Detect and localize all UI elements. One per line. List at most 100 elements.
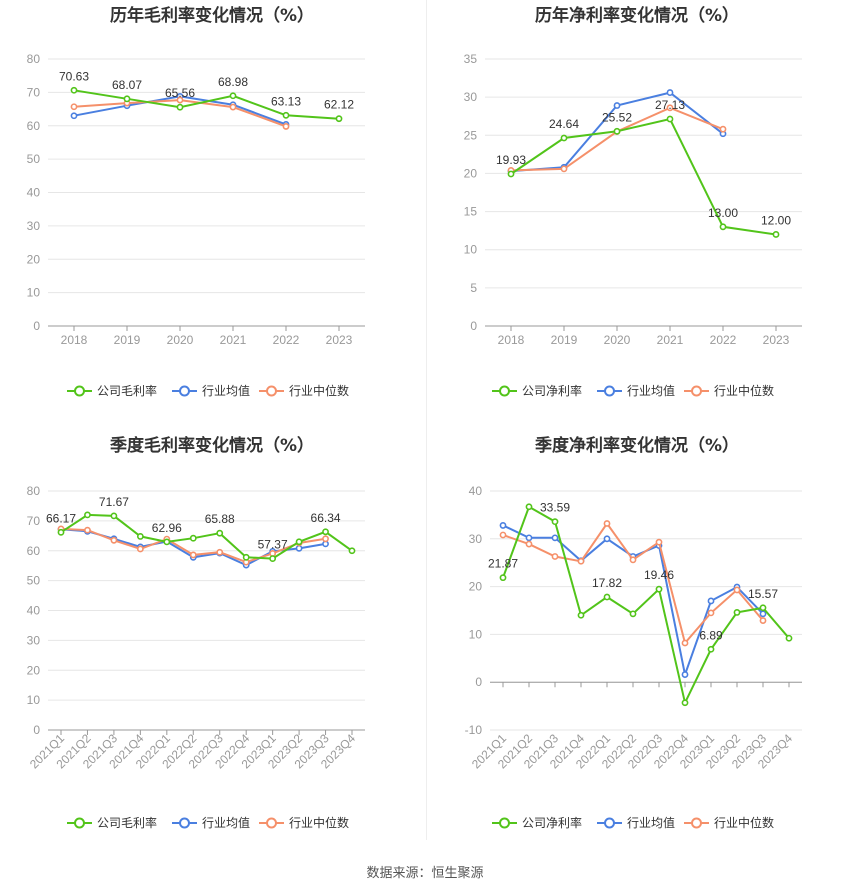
data-point[interactable]	[707, 609, 715, 617]
data-point[interactable]	[335, 115, 343, 123]
data-point[interactable]	[499, 531, 507, 539]
data-point[interactable]	[577, 611, 585, 619]
legend-swatch-marker[interactable]	[691, 385, 702, 397]
data-point[interactable]	[57, 528, 65, 536]
data-point[interactable]	[499, 522, 507, 529]
data-point[interactable]	[681, 639, 689, 647]
data-point[interactable]	[613, 102, 621, 109]
data-point[interactable]	[348, 547, 356, 555]
data-point[interactable]	[189, 551, 197, 559]
data-point[interactable]	[507, 170, 515, 178]
legend-item-label[interactable]: 行业均值	[202, 383, 250, 398]
data-point[interactable]	[176, 103, 184, 111]
data-point[interactable]	[110, 536, 118, 544]
legend-swatch-marker[interactable]	[691, 817, 702, 829]
data-point[interactable]	[707, 597, 715, 605]
data-point[interactable]	[525, 503, 533, 511]
data-point[interactable]	[681, 671, 689, 678]
data-point[interactable]	[629, 556, 637, 564]
legend-item-label[interactable]: 行业中位数	[714, 815, 774, 830]
data-point[interactable]	[733, 609, 741, 616]
legend-swatch-marker[interactable]	[266, 385, 277, 397]
legend-swatch-marker[interactable]	[74, 817, 85, 829]
legend-swatch-marker[interactable]	[499, 385, 510, 397]
data-point[interactable]	[163, 538, 171, 546]
data-point[interactable]	[84, 526, 91, 534]
legend-item-label[interactable]: 公司毛利率	[97, 383, 157, 398]
data-point[interactable]	[282, 111, 290, 119]
data-point[interactable]	[681, 699, 689, 707]
data-point[interactable]	[295, 538, 303, 546]
data-point[interactable]	[229, 92, 237, 100]
data-point[interactable]	[322, 535, 329, 543]
data-point[interactable]	[759, 604, 767, 612]
series-line	[60, 513, 353, 560]
data-point[interactable]	[322, 528, 329, 536]
legend-item-label[interactable]: 行业均值	[627, 383, 675, 398]
data-point[interactable]	[719, 125, 727, 133]
chart-title: 季度毛利率变化情况（%）	[110, 435, 314, 456]
data-point[interactable]	[655, 585, 663, 593]
data-point[interactable]	[603, 520, 611, 527]
data-point[interactable]	[229, 103, 237, 111]
data-point[interactable]	[70, 103, 78, 111]
data-point[interactable]	[216, 529, 224, 537]
data-point[interactable]	[499, 574, 507, 582]
data-point[interactable]	[295, 544, 303, 552]
data-point[interactable]	[269, 555, 277, 563]
legend-swatch-marker[interactable]	[604, 817, 615, 829]
legend-item-label[interactable]: 公司净利率	[522, 815, 582, 830]
legend-item-label[interactable]: 公司净利率	[522, 383, 582, 398]
data-point[interactable]	[525, 540, 533, 548]
data-point[interactable]	[629, 610, 637, 618]
data-point[interactable]	[136, 545, 144, 553]
legend-item-label[interactable]: 行业均值	[202, 815, 250, 830]
data-point[interactable]	[84, 511, 91, 519]
data-point[interactable]	[176, 96, 184, 104]
data-point[interactable]	[242, 553, 250, 561]
data-point[interactable]	[282, 123, 290, 130]
data-point[interactable]	[759, 610, 767, 618]
data-point[interactable]	[189, 534, 197, 542]
data-point[interactable]	[733, 586, 741, 594]
legend-swatch-marker[interactable]	[604, 385, 615, 397]
data-point[interactable]	[719, 223, 727, 231]
data-point[interactable]	[655, 538, 663, 546]
data-point[interactable]	[666, 104, 674, 112]
data-point[interactable]	[666, 115, 674, 123]
data-point[interactable]	[551, 534, 559, 542]
data-point[interactable]	[613, 127, 621, 135]
data-point[interactable]	[666, 89, 674, 96]
data-point[interactable]	[551, 553, 559, 560]
chart-title: 历年毛利率变化情况（%）	[110, 5, 314, 26]
legend-swatch-marker[interactable]	[74, 385, 85, 397]
data-point[interactable]	[70, 112, 78, 120]
data-point[interactable]	[560, 134, 568, 142]
data-point[interactable]	[110, 512, 118, 520]
legend-swatch-marker[interactable]	[266, 817, 277, 829]
data-point[interactable]	[772, 231, 780, 238]
data-point[interactable]	[123, 95, 131, 103]
data-point[interactable]	[577, 557, 585, 565]
legend-swatch-marker[interactable]	[179, 817, 190, 829]
legend-swatch-marker[interactable]	[179, 385, 190, 397]
data-point[interactable]	[603, 535, 611, 543]
data-point[interactable]	[785, 634, 793, 642]
data-point[interactable]	[707, 645, 715, 653]
data-point[interactable]	[759, 617, 767, 624]
legend-item-label[interactable]: 行业均值	[627, 815, 675, 830]
data-point[interactable]	[136, 533, 144, 540]
legend-swatch-marker[interactable]	[499, 817, 510, 829]
y-tick-label: 30	[27, 219, 41, 233]
data-point[interactable]	[603, 593, 611, 601]
data-point[interactable]	[525, 534, 533, 542]
legend-item-label[interactable]: 公司毛利率	[97, 815, 157, 830]
legend-item-label[interactable]: 行业中位数	[289, 815, 349, 830]
data-point[interactable]	[216, 548, 224, 556]
data-point[interactable]	[70, 86, 78, 94]
legend-item-label[interactable]: 行业中位数	[714, 383, 774, 398]
x-tick-label: 2023	[326, 333, 353, 347]
data-point[interactable]	[551, 518, 559, 526]
data-point[interactable]	[560, 165, 568, 173]
legend-item-label[interactable]: 行业中位数	[289, 383, 349, 398]
